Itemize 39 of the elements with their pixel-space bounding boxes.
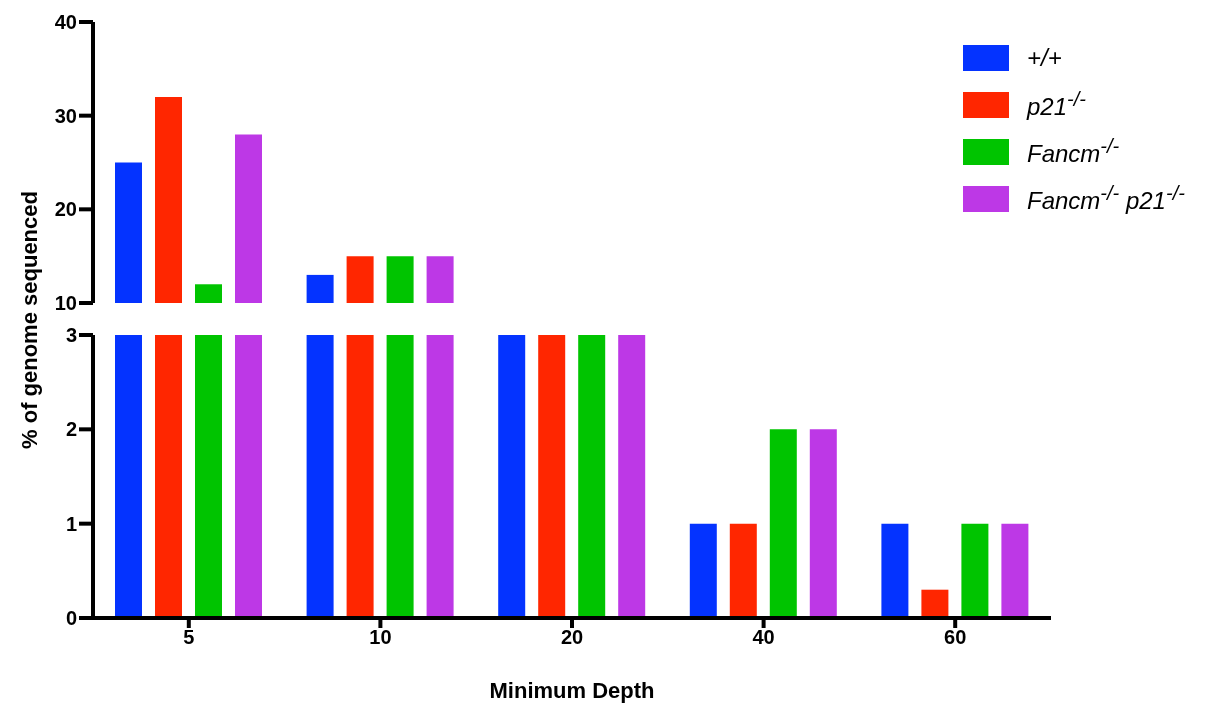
bar xyxy=(538,335,566,618)
x-tick-label: 40 xyxy=(752,626,775,649)
y-tick-label: 1 xyxy=(65,512,77,535)
bar xyxy=(155,335,182,618)
y-tick-label: 30 xyxy=(54,104,77,127)
legend-label: Fancm$^{-/-}$ p21$^{-/-}$ xyxy=(1027,182,1185,215)
bar xyxy=(921,589,949,618)
bar xyxy=(961,523,989,618)
legend-label: Fancm$^{-/-}$ xyxy=(1027,135,1120,168)
y-tick-label: 40 xyxy=(54,11,77,34)
bar xyxy=(729,523,757,618)
x-tick-label: 5 xyxy=(183,626,195,649)
legend-label: +/+ xyxy=(1027,43,1062,72)
bar xyxy=(306,335,334,618)
bar xyxy=(689,523,717,618)
bar xyxy=(115,335,142,618)
legend-label: p21$^{-/-}$ xyxy=(1027,88,1086,121)
bar xyxy=(195,335,222,618)
x-axis-title: Minimum Depth xyxy=(489,678,655,703)
bar xyxy=(578,335,606,618)
y-tick-label: 10 xyxy=(54,292,77,315)
bar xyxy=(809,429,837,618)
bar xyxy=(235,335,262,618)
bar xyxy=(498,335,526,618)
bar xyxy=(426,335,454,618)
y-tick-label: 2 xyxy=(65,418,77,441)
bar xyxy=(386,335,414,618)
bar xyxy=(346,335,374,618)
bar xyxy=(881,523,909,618)
x-tick-label: 60 xyxy=(944,626,967,649)
x-tick-label: 20 xyxy=(560,626,584,649)
x-tick-label: 10 xyxy=(369,626,392,649)
y-axis-title: % of genome sequenced xyxy=(17,191,43,449)
y-tick-label: 0 xyxy=(65,607,77,630)
y-tick-label: 20 xyxy=(54,198,77,221)
y-tick-label: 3 xyxy=(65,324,77,347)
bar xyxy=(618,335,646,618)
bar xyxy=(769,429,797,618)
bar xyxy=(1001,523,1029,618)
